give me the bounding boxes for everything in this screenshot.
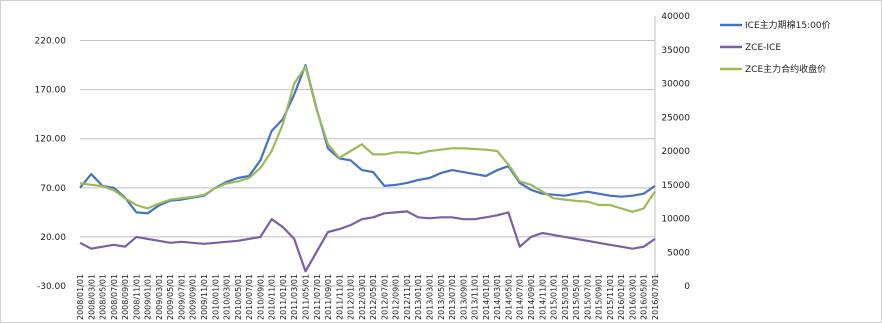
x-tick-label: 2014/05/01 [504, 274, 513, 320]
x-tick-label: 2014/07/01 [516, 274, 525, 320]
left-axis: 220.00 170.00 120.00 70.00 20.00 -30.00 [35, 37, 67, 292]
left-tick-label: 120.00 [35, 135, 67, 145]
x-tick-label: 2009/11/01 [200, 274, 209, 320]
x-tick-label: 2016/05/01 [640, 274, 649, 320]
x-tick-label: 2010/01/01 [211, 274, 220, 320]
x-tick-label: 2012/09/01 [392, 274, 401, 320]
x-tick-label: 2011/01/01 [279, 274, 288, 320]
x-tick-label: 2009/03/01 [155, 274, 164, 320]
right-tick-label: 35000 [661, 46, 690, 56]
legend-label-2: ZCE主力合约收盘价 [745, 63, 826, 75]
x-tick-label: 2013/09/01 [459, 274, 468, 320]
x-tick-label: 2009/05/01 [166, 274, 175, 320]
legend: ICE主力期棉15:00价 ZCE-ICE ZCE主力合约收盘价 [720, 19, 831, 75]
left-tick-label: 170.00 [35, 86, 67, 96]
right-tick-label: 0 [684, 282, 690, 292]
x-tick-label: 2015/11/01 [606, 274, 615, 320]
x-tick-label: 2008/03/01 [87, 274, 96, 320]
right-axis: 40000 35000 30000 25000 20000 15000 10000 5000 0 [661, 12, 690, 292]
x-tick-label: 2013/01/01 [414, 274, 423, 320]
x-tick-label: 2015/03/01 [561, 274, 570, 320]
x-tick-label: 2013/05/01 [437, 274, 446, 320]
x-tick-label: 2011/11/01 [335, 274, 344, 320]
left-tick-label: 220.00 [35, 37, 67, 47]
x-tick-label: 2009/01/01 [144, 274, 153, 320]
x-tick-label: 2013/03/01 [426, 274, 435, 320]
x-tick-label: 2008/11/01 [132, 274, 141, 320]
legend-label-1: ZCE-ICE [745, 43, 781, 53]
x-tick-label: 2012/11/01 [403, 274, 412, 320]
x-tick-label: 2010/11/01 [268, 274, 277, 320]
left-tick-label: 70.00 [40, 184, 66, 194]
x-tick-label: 2012/05/01 [369, 274, 378, 320]
x-tick-label: 2011/03/01 [290, 274, 299, 320]
series-line-2 [79, 65, 656, 213]
left-tick-label: 20.00 [40, 233, 66, 243]
x-tick-label: 2013/07/01 [448, 274, 457, 320]
right-tick-label: 15000 [661, 181, 690, 191]
right-tick-label: 25000 [661, 113, 690, 123]
x-tick-label: 2012/07/01 [380, 274, 389, 320]
x-tick-label: 2008/09/01 [121, 274, 130, 320]
series-line-1 [79, 210, 656, 273]
x-tick-label: 2011/05/01 [301, 274, 310, 320]
left-tick-label: -30.00 [37, 282, 66, 292]
x-tick-label: 2014/09/01 [527, 274, 536, 320]
x-tick-label: 2014/03/01 [493, 274, 502, 320]
right-tick-label: 40000 [661, 12, 690, 22]
x-tick-label: 2009/09/01 [189, 274, 198, 320]
gridlines [80, 16, 656, 287]
x-tick-label: 2010/07/01 [245, 274, 254, 320]
x-tick-label: 2010/05/01 [234, 274, 243, 320]
x-tick-label: 2010/03/01 [223, 274, 232, 320]
x-tick-label: 2015/09/01 [595, 274, 604, 320]
x-tick-label: 2015/05/01 [572, 274, 581, 320]
right-tick-label: 10000 [661, 215, 690, 225]
legend-label-0: ICE主力期棉15:00价 [745, 19, 831, 31]
x-tick-label: 2014/11/01 [538, 274, 547, 320]
x-tick-label: 2008/01/01 [76, 274, 85, 320]
x-tick-label: 2011/07/01 [313, 274, 322, 320]
x-tick-label: 2015/07/01 [583, 274, 592, 320]
x-tick-label: 2012/01/01 [347, 274, 356, 320]
series-line-0 [79, 63, 656, 215]
right-tick-label: 20000 [661, 147, 690, 157]
x-tick-label: 2013/11/01 [471, 274, 480, 320]
x-tick-label: 2008/07/01 [110, 274, 119, 320]
x-tick-label: 2010/09/01 [256, 274, 265, 320]
x-tick-label: 2008/05/01 [99, 274, 108, 320]
right-tick-label: 30000 [661, 80, 690, 90]
right-tick-label: 5000 [667, 248, 690, 258]
x-tick-label: 2016/03/01 [628, 274, 637, 320]
x-axis: 2008/01/01 2008/03/01 2008/05/01 2008/07/01… [76, 274, 660, 320]
x-tick-label: 2015/01/01 [550, 274, 559, 320]
series-layer [79, 63, 656, 273]
x-tick-label: 2014/01/01 [482, 274, 491, 320]
x-tick-label: 2012/03/01 [358, 274, 367, 320]
x-tick-label: 2016/07/01 [651, 274, 660, 320]
x-tick-label: 2011/09/01 [324, 274, 333, 320]
x-tick-label: 2016/01/01 [617, 274, 626, 320]
x-tick-label: 2009/07/01 [177, 274, 186, 320]
